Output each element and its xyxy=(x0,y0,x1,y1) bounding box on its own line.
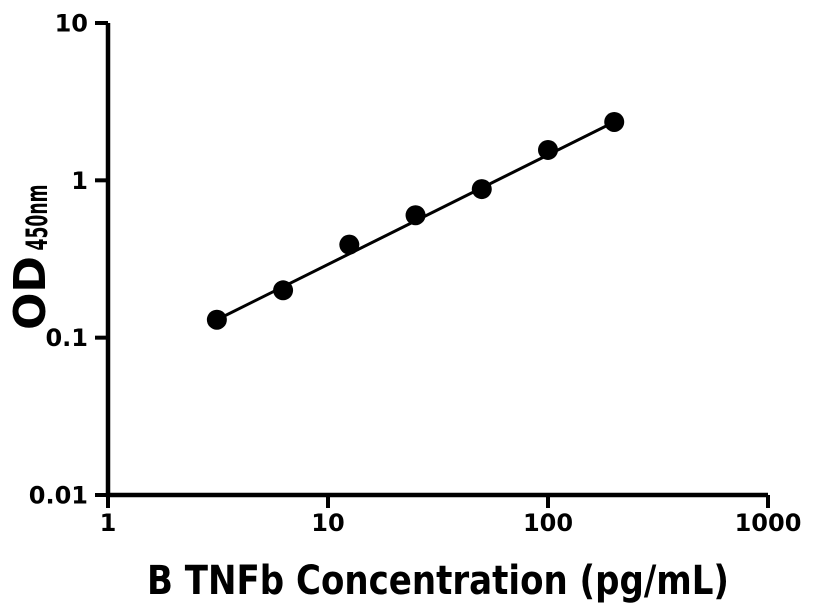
data-point xyxy=(206,309,227,330)
data-point xyxy=(538,139,558,160)
x-axis-tick-label: 10 xyxy=(311,509,344,537)
y-axis-title-main: OD xyxy=(5,256,56,330)
y-axis-tick-label: 10 xyxy=(55,10,88,38)
axes-spine xyxy=(105,23,768,498)
data-point xyxy=(604,111,625,132)
y-axis-tick-label: 0.1 xyxy=(45,324,88,352)
x-axis-tick-label: 1 xyxy=(100,509,117,537)
x-axis-tick-label: 1000 xyxy=(735,509,802,537)
data-point xyxy=(471,179,492,200)
y-axis-tick-label: 0.01 xyxy=(29,482,88,510)
data-point xyxy=(273,280,294,301)
data-point xyxy=(339,234,360,255)
x-axis-title: B TNFb Concentration (pg/mL) xyxy=(147,558,729,604)
y-axis-tick-label: 1 xyxy=(71,167,88,195)
y-axis-title: OD 450nm xyxy=(5,184,56,330)
y-axis-title-subscript: 450nm xyxy=(20,184,54,250)
data-point xyxy=(405,205,426,226)
x-axis-tick-label: 100 xyxy=(523,509,573,537)
